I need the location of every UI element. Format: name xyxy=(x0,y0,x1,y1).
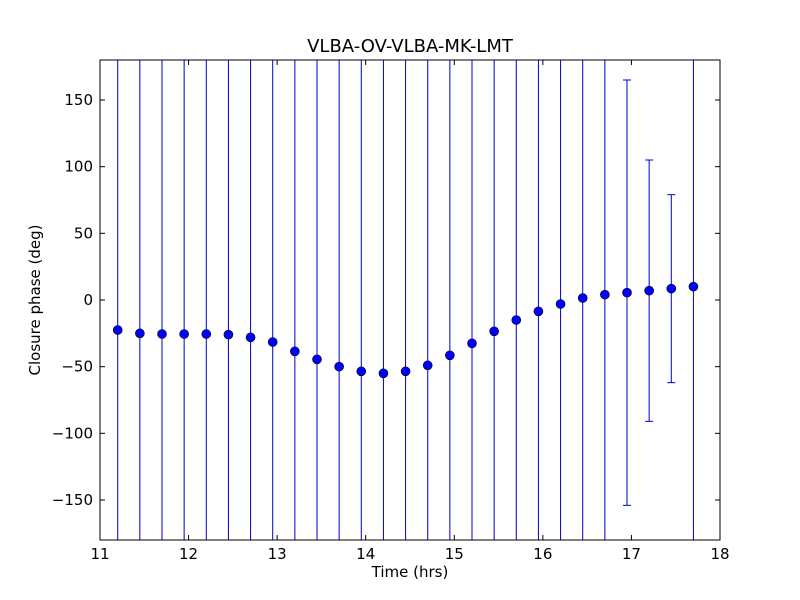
data-point xyxy=(223,329,234,340)
data-point xyxy=(356,366,367,377)
x-tick-label: 13 xyxy=(268,545,287,563)
y-tick-label: −100 xyxy=(52,424,93,442)
data-point xyxy=(622,287,632,298)
data-point xyxy=(688,281,699,292)
chart-title: VLBA-OV-VLBA-MK-LMT xyxy=(307,36,514,57)
data-point xyxy=(533,306,544,317)
y-tick-label: −150 xyxy=(52,491,93,509)
data-point xyxy=(400,366,411,377)
data-point xyxy=(112,325,123,335)
data-point xyxy=(334,361,344,372)
y-tick-label: 150 xyxy=(64,91,93,109)
data-point xyxy=(135,328,145,339)
data-point xyxy=(489,326,499,337)
data-point xyxy=(245,332,256,343)
x-tick-label: 17 xyxy=(622,545,641,563)
data-point xyxy=(600,289,610,300)
y-tick-label: −50 xyxy=(61,358,93,376)
errorbar-layer xyxy=(117,60,694,540)
x-tick-label: 16 xyxy=(533,545,552,563)
y-axis-label: Closure phase (deg) xyxy=(26,225,44,376)
data-point xyxy=(378,368,389,379)
data-point xyxy=(555,299,566,309)
data-point xyxy=(666,283,677,294)
y-tick-label: 100 xyxy=(64,158,93,176)
y-tick-label: 50 xyxy=(74,224,93,242)
data-point xyxy=(467,338,477,349)
data-point xyxy=(445,350,455,361)
plot-area xyxy=(100,60,720,540)
x-tick-label: 12 xyxy=(179,545,198,563)
data-point xyxy=(511,315,522,325)
marker-layer xyxy=(112,281,699,379)
data-point xyxy=(422,360,433,371)
x-axis-label: Time (hrs) xyxy=(371,563,449,581)
x-tick-label: 18 xyxy=(710,545,729,563)
data-point xyxy=(290,346,300,357)
x-tick-label: 14 xyxy=(356,545,375,563)
tick-layer xyxy=(99,60,721,540)
tick-label-layer: 11 12 13 14 15 16 17 18 −150 −100 −50 0 50 100 150 xyxy=(52,91,730,563)
data-point xyxy=(157,329,167,339)
data-point xyxy=(644,285,654,296)
x-tick-label: 15 xyxy=(445,545,464,563)
data-point xyxy=(267,337,278,347)
x-tick-label: 11 xyxy=(90,545,109,563)
y-tick-label: 0 xyxy=(83,291,93,309)
data-point xyxy=(201,329,212,339)
data-point xyxy=(312,354,322,365)
data-point xyxy=(179,329,189,339)
data-point xyxy=(577,293,588,303)
